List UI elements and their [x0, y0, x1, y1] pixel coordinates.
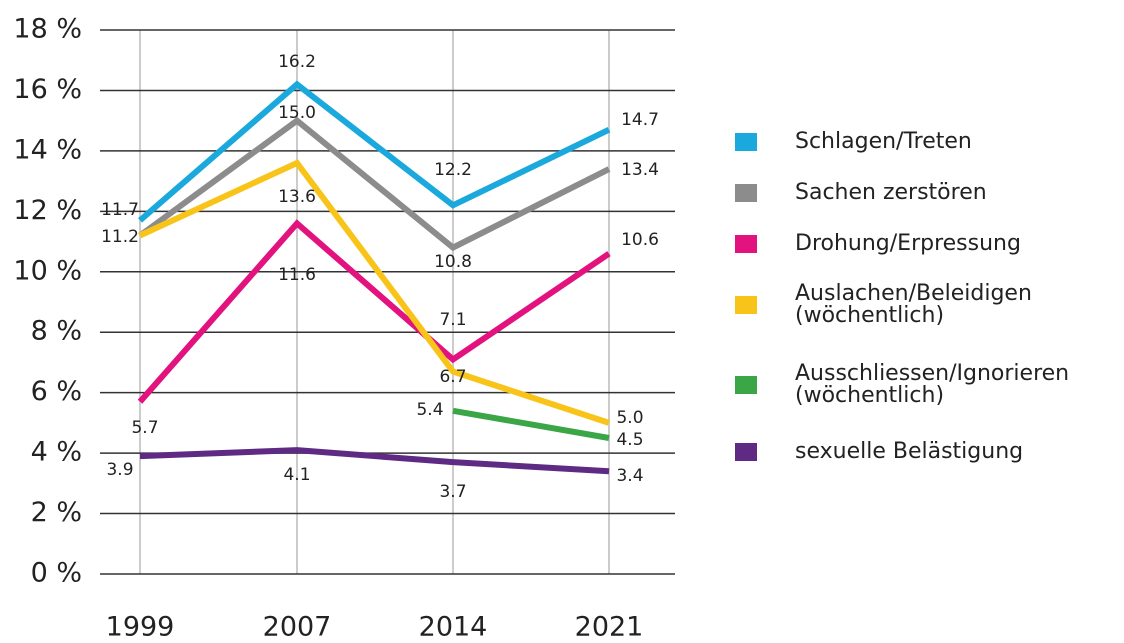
- series-line: [139, 447, 610, 475]
- value-label: 5.0: [616, 408, 643, 428]
- value-label: 11.7: [101, 200, 139, 220]
- y-tick-label: 2 %: [31, 497, 82, 528]
- value-label: 15.0: [278, 103, 316, 123]
- y-tick-label: 4 %: [31, 437, 82, 468]
- value-label: 11.2: [101, 227, 139, 247]
- legend-label: Schlagen/Treten: [795, 129, 972, 154]
- value-label: 13.4: [621, 160, 659, 180]
- value-label: 3.9: [106, 460, 133, 480]
- x-tick-label: 2021: [575, 612, 644, 643]
- y-tick-label: 8 %: [31, 316, 82, 347]
- value-label: 11.6: [278, 265, 316, 285]
- legend-swatch: [735, 133, 757, 151]
- value-label: 12.2: [434, 160, 472, 180]
- y-tick-label: 10 %: [13, 255, 82, 286]
- value-label: 3.4: [616, 466, 643, 486]
- value-label: 5.4: [416, 400, 443, 420]
- legend-swatch: [735, 296, 757, 314]
- y-tick-label: 6 %: [31, 376, 82, 407]
- value-label: 3.7: [439, 482, 466, 502]
- y-tick-label: 16 %: [13, 74, 82, 105]
- series-line: [452, 407, 610, 441]
- legend-label: sexuelle Belästigung: [795, 439, 1023, 464]
- legend-label: Auslachen/Beleidigen (wöchentlich): [795, 281, 1032, 328]
- x-tick-label: 1999: [106, 612, 175, 643]
- series-line: [138, 80, 611, 223]
- value-label: 14.7: [621, 110, 659, 130]
- legend-swatch: [735, 235, 757, 253]
- legend-label: Drohung/Erpressung: [795, 231, 1021, 256]
- value-label: 5.7: [131, 418, 158, 438]
- series-line: [137, 219, 611, 404]
- series-line: [138, 159, 610, 426]
- x-tick-label: 2014: [419, 612, 488, 643]
- value-label: 16.2: [278, 52, 316, 72]
- x-tick-label: 2007: [263, 612, 332, 643]
- value-label: 10.6: [621, 230, 659, 250]
- value-label: 10.8: [434, 252, 472, 272]
- y-tick-label: 18 %: [13, 14, 82, 45]
- legend-swatch: [735, 443, 757, 461]
- value-label: 6.7: [439, 367, 466, 387]
- legend-label: Ausschliessen/Ignorieren (wöchentlich): [795, 361, 1069, 408]
- value-label: 7.1: [439, 310, 466, 330]
- value-label: 4.5: [616, 430, 643, 450]
- value-label: 13.6: [278, 187, 316, 207]
- y-tick-label: 14 %: [13, 134, 82, 165]
- legend-label: Sachen zerstören: [795, 180, 987, 205]
- y-tick-label: 12 %: [13, 195, 82, 226]
- legend-swatch: [735, 376, 757, 394]
- value-label: 4.1: [283, 465, 310, 485]
- legend-swatch: [735, 184, 757, 202]
- series-line: [138, 116, 611, 252]
- y-tick-label: 0 %: [31, 558, 82, 589]
